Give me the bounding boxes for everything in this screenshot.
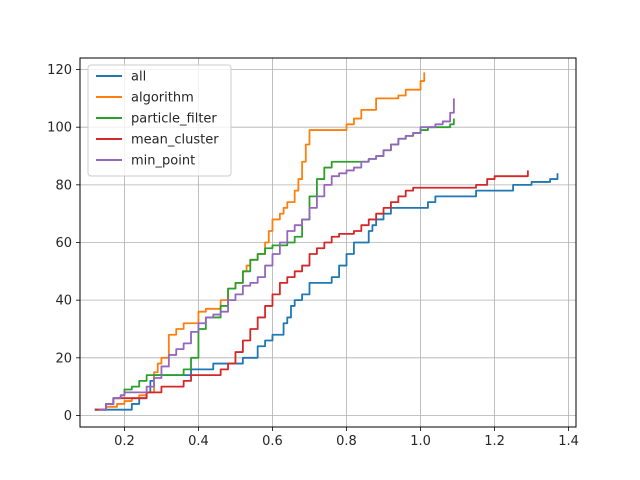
series-line-min-point [98, 98, 455, 411]
x-tick-label: 1.4 [558, 434, 579, 449]
x-tick-label: 1.0 [410, 434, 431, 449]
series-line-mean-cluster [94, 170, 529, 411]
x-tick-label: 1.2 [484, 434, 505, 449]
series-group [94, 72, 559, 411]
legend: all algorithm particle_filter mean_clusterm… [87, 64, 232, 177]
x-tick-label: 0.8 [336, 434, 357, 449]
y-tick-label: 60 [55, 236, 72, 251]
legend-label: min_point [131, 154, 195, 169]
x-tick-label: 0.6 [262, 434, 283, 449]
x-tick-label: 0.2 [114, 434, 135, 449]
y-tick-label: 100 [47, 121, 72, 136]
legend-label: particle_filter [131, 112, 217, 127]
y-tick-label: 0 [64, 409, 72, 424]
y-tick-label: 120 [47, 63, 72, 78]
y-tick-label: 20 [55, 351, 72, 366]
legend-label: all [131, 70, 146, 85]
legend-box [87, 64, 232, 177]
x-tick-label: 0.4 [188, 434, 209, 449]
axes-ticks: 0.2 0.4 0.6 0.8 1.0 1.2 1.4 0 20 40 60 80 100 120 [47, 63, 579, 449]
y-tick-label: 80 [55, 178, 72, 193]
legend-label: mean_cluster [131, 133, 219, 148]
legend-label: algorithm [131, 91, 194, 106]
y-tick-label: 40 [55, 294, 72, 309]
